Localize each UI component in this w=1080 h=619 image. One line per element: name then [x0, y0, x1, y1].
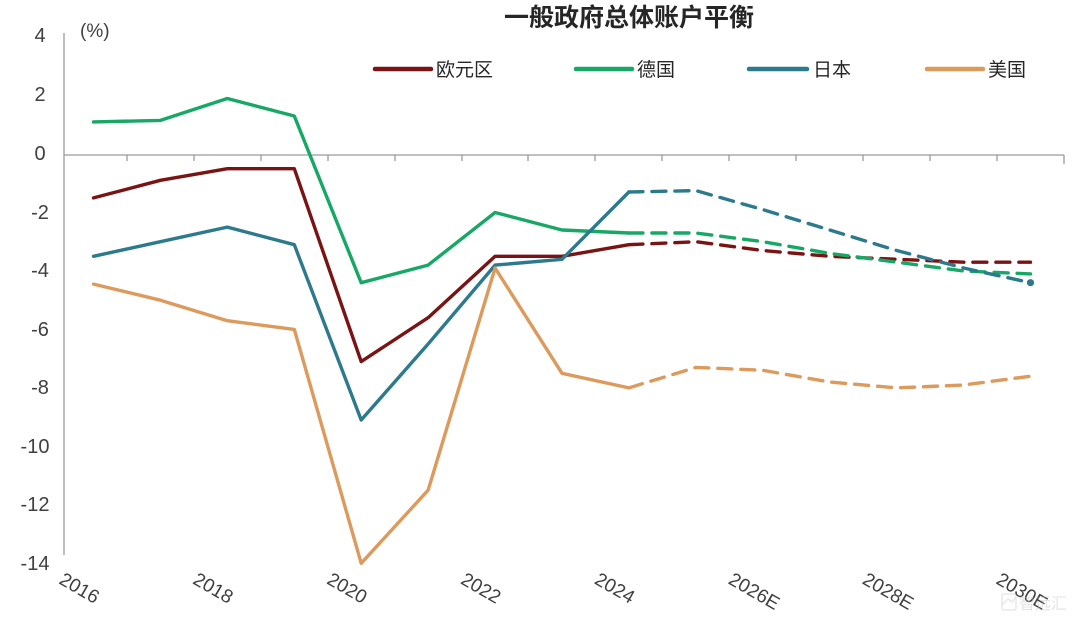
svg-text:-4: -4 — [31, 260, 49, 282]
svg-text:-10: -10 — [21, 436, 50, 458]
svg-text:0: 0 — [34, 143, 45, 165]
svg-text:(%): (%) — [80, 21, 110, 42]
svg-text:2028E: 2028E — [859, 569, 917, 615]
svg-text:日本: 日本 — [813, 55, 851, 82]
svg-text:2018: 2018 — [189, 569, 236, 608]
svg-text:2026E: 2026E — [725, 569, 783, 615]
svg-text:2020: 2020 — [323, 569, 370, 608]
svg-text:-12: -12 — [21, 494, 50, 516]
svg-text:4: 4 — [34, 25, 45, 47]
svg-text:欧元区: 欧元区 — [436, 55, 493, 82]
svg-text:-8: -8 — [31, 377, 49, 399]
svg-text:美国: 美国 — [988, 55, 1026, 82]
svg-text:2022: 2022 — [457, 569, 504, 608]
svg-text:-6: -6 — [31, 319, 49, 341]
svg-text:德国: 德国 — [637, 55, 675, 82]
svg-text:-14: -14 — [21, 553, 50, 575]
svg-text:2: 2 — [34, 84, 45, 106]
svg-text:2024: 2024 — [591, 569, 638, 609]
svg-text:智远汇: 智远汇 — [1019, 590, 1067, 614]
svg-text:一般政府总体账户平衡: 一般政府总体账户平衡 — [504, 0, 754, 34]
svg-text:2016: 2016 — [56, 569, 103, 608]
svg-text:-2: -2 — [31, 202, 49, 224]
